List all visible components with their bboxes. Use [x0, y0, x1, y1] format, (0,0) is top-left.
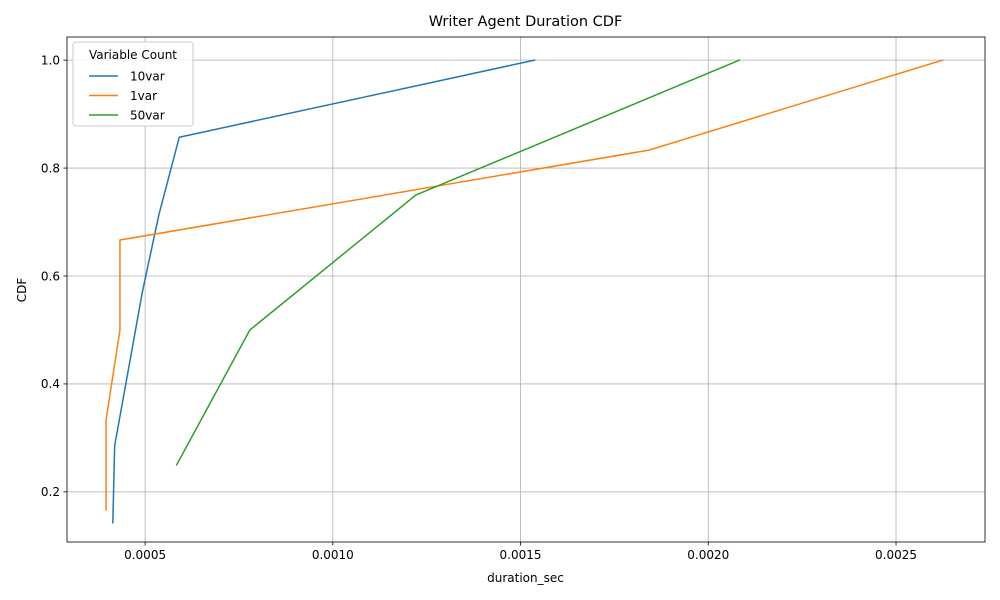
- axis-ticks: 0.0005 0.0010 0.0015 0.0020 0.0025 0.2 0.4 0.6 0…: [41, 53, 917, 562]
- legend-box: [72, 41, 194, 127]
- legend: Variable Count 10var 1var 50var: [72, 41, 194, 127]
- series-line-10var: [112, 59, 536, 524]
- y-tick-label: 0.2: [41, 485, 60, 499]
- legend-title: Variable Count: [89, 48, 177, 62]
- series-line-50var: [175, 59, 741, 466]
- series-lines: [105, 59, 944, 524]
- legend-item-10var: 10var: [89, 69, 165, 83]
- series-line-1var: [105, 59, 944, 511]
- y-tick-label: 1.0: [41, 53, 60, 67]
- y-tick-label: 0.4: [41, 377, 60, 391]
- legend-item-50var: 50var: [89, 108, 165, 122]
- y-tick-label: 0.8: [41, 161, 60, 175]
- legend-label: 50var: [130, 108, 165, 122]
- y-axis-label: CDF: [15, 278, 29, 303]
- x-tick-label: 0.0025: [875, 548, 917, 562]
- x-tick-label: 0.0020: [687, 548, 729, 562]
- x-tick-label: 0.0005: [124, 548, 166, 562]
- x-tick-label: 0.0015: [500, 548, 542, 562]
- legend-item-1var: 1var: [89, 89, 157, 103]
- chart-title: Writer Agent Duration CDF: [429, 14, 623, 30]
- x-axis-label: duration_sec: [487, 571, 564, 585]
- legend-label: 1var: [130, 89, 157, 103]
- grid: [67, 37, 985, 542]
- x-tick-label: 0.0010: [312, 548, 354, 562]
- legend-label: 10var: [130, 69, 165, 83]
- plot-frame: [66, 36, 986, 543]
- y-tick-label: 0.6: [41, 269, 60, 283]
